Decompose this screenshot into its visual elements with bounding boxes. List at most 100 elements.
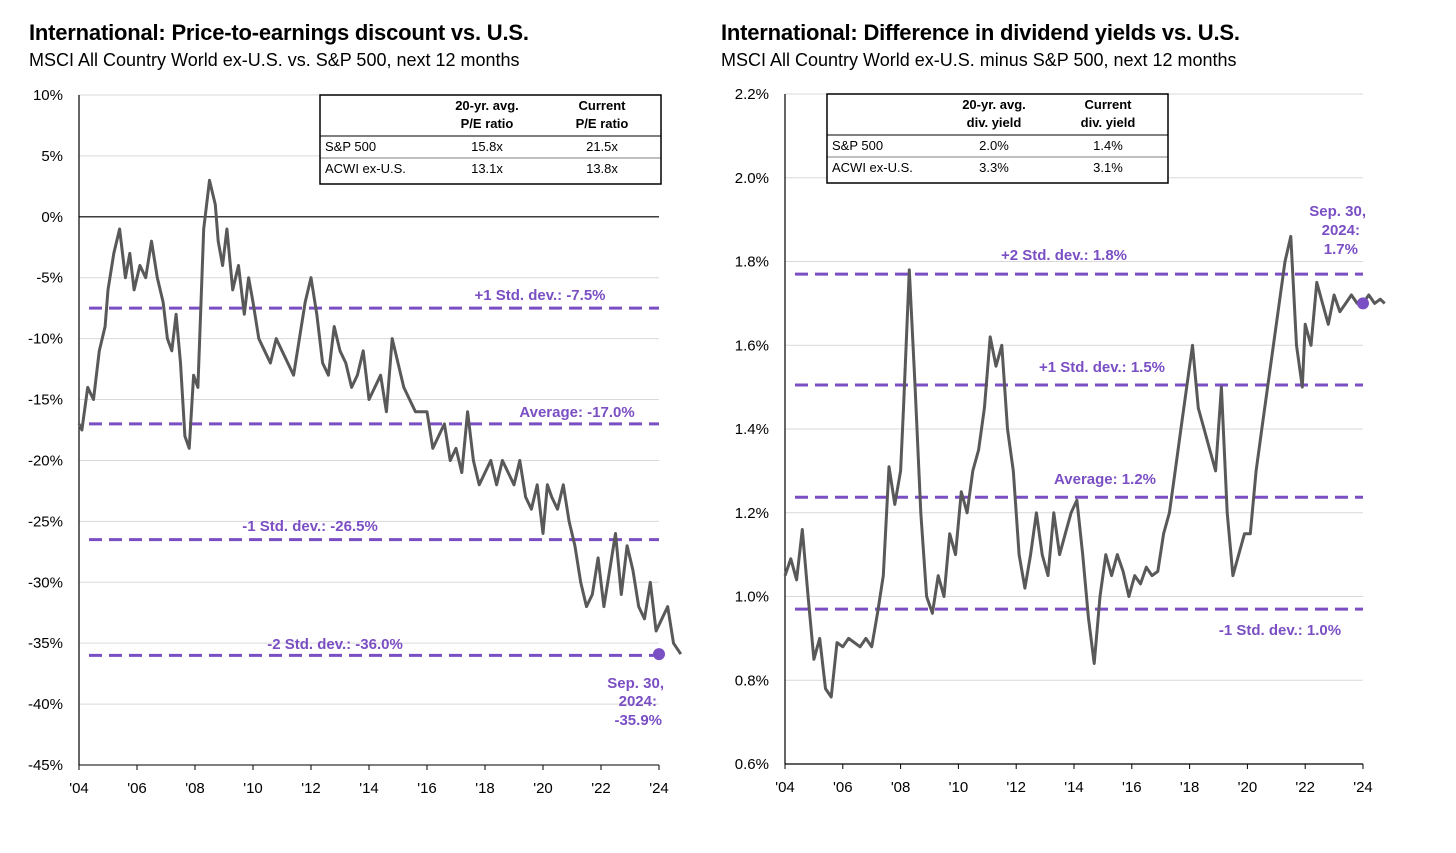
table-header-current-line1: Current <box>1085 97 1133 112</box>
dividend-yield-panel: International: Difference in dividend yi… <box>721 0 1456 853</box>
y-tick-label: 1.8% <box>735 254 769 271</box>
y-tick-label: -35% <box>28 635 63 652</box>
x-tick-label: '14 <box>1064 779 1084 796</box>
chart-subtitle: MSCI All Country World ex-U.S. vs. S&P 5… <box>29 50 520 70</box>
annotation-current-line2: 2024: <box>619 693 657 710</box>
series-line <box>783 234 1386 699</box>
y-tick-label: -45% <box>28 757 63 774</box>
table-row-current: 21.5x <box>586 139 618 154</box>
x-tick-label: '08 <box>185 780 205 797</box>
stats-table-border <box>826 93 1169 184</box>
x-tick-label: '16 <box>1122 779 1142 796</box>
annotation-current-line3: 1.7% <box>1324 241 1358 258</box>
annotation-minus1-std: -1 Std. dev.: -26.5% <box>242 518 378 535</box>
y-tick-label: 0.6% <box>735 756 769 773</box>
axes <box>784 94 1364 769</box>
y-tick-label: 2.0% <box>735 170 769 187</box>
table-header-current-line2: P/E ratio <box>576 116 629 131</box>
x-tick-label: '20 <box>1238 779 1258 796</box>
annotation-plus2-std: +2 Std. dev.: 1.8% <box>1001 247 1127 264</box>
x-tick-label: '12 <box>301 780 321 797</box>
annotations: +1 Std. dev.: -7.5% Average: -17.0% -1 S… <box>242 287 664 729</box>
series-line-path <box>77 178 683 655</box>
annotation-plus1-std: +1 Std. dev.: -7.5% <box>474 287 605 304</box>
y-tick-label: -20% <box>28 452 63 469</box>
x-tick-label: '24 <box>649 780 669 797</box>
table-row-label: S&P 500 <box>325 139 376 154</box>
x-tick-label: '10 <box>243 780 263 797</box>
table-row-avg: 15.8x <box>471 139 503 154</box>
y-tick-labels: 10% 5% 0% -5% -10% -15% -20% -25% -30% -35% -40% -4… <box>28 87 63 774</box>
annotation-current-line3: -35.9% <box>614 712 662 729</box>
x-tick-label: '10 <box>949 779 969 796</box>
x-tick-label: '04 <box>775 779 795 796</box>
x-tick-label: '22 <box>591 780 611 797</box>
y-tick-label: -40% <box>28 696 63 713</box>
y-tick-label: 0% <box>41 209 63 226</box>
y-tick-label: 2.2% <box>735 86 769 103</box>
x-tick-label: '14 <box>359 780 379 797</box>
axes <box>78 95 660 770</box>
table-row-avg: 3.3% <box>979 160 1009 175</box>
chart-title: International: Difference in dividend yi… <box>721 20 1240 45</box>
chart-title: International: Price-to-earnings discoun… <box>29 20 529 45</box>
y-tick-labels: 2.2% 2.0% 1.8% 1.6% 1.4% 1.2% 1.0% 0.8% 0.6% <box>735 86 769 773</box>
annotation-current-line1: Sep. 30, <box>1309 203 1366 220</box>
pe-discount-chart: 10% 5% 0% -5% -10% -15% -20% -25% -30% -35% -40% -4… <box>28 87 683 797</box>
x-tick-labels: '04 '06 '08 '10 '12 '14 '16 '18 '20 '22 '24 <box>69 780 669 797</box>
table-header-avg-line2: div. yield <box>967 115 1022 130</box>
y-tick-label: -10% <box>28 331 63 348</box>
stats-table: 20-yr. avg. div. yield Current div. yiel… <box>826 93 1169 184</box>
y-tick-label: 5% <box>41 148 63 165</box>
table-row-current: 13.8x <box>586 161 618 176</box>
table-header-current-line1: Current <box>579 98 627 113</box>
chart-subtitle: MSCI All Country World ex-U.S. minus S&P… <box>721 50 1237 70</box>
table-header-avg-line1: 20-yr. avg. <box>962 97 1026 112</box>
end-point-marker <box>653 648 665 661</box>
x-tick-label: '20 <box>533 780 553 797</box>
gridlines <box>79 94 659 766</box>
annotation-minus2-std: -2 Std. dev.: -36.0% <box>267 636 403 653</box>
x-tick-labels: '04 '06 '08 '10 '12 '14 '16 '18 '20 '22 '24 <box>775 779 1373 796</box>
table-row-label: S&P 500 <box>832 138 883 153</box>
y-tick-label: 1.0% <box>735 589 769 606</box>
table-row-current: 1.4% <box>1093 138 1123 153</box>
table-header-avg-line2: P/E ratio <box>461 116 514 131</box>
table-row-avg: 13.1x <box>471 161 503 176</box>
y-tick-label: 1.6% <box>735 337 769 354</box>
table-header-current-line2: div. yield <box>1081 115 1136 130</box>
table-row-label: ACWI ex-U.S. <box>325 161 406 176</box>
reference-lines <box>89 306 659 657</box>
y-tick-label: 1.4% <box>735 421 769 438</box>
end-point-marker <box>1357 297 1369 310</box>
annotation-current-line1: Sep. 30, <box>607 675 664 692</box>
x-tick-label: '12 <box>1006 779 1026 796</box>
table-row-current: 3.1% <box>1093 160 1123 175</box>
annotations: +2 Std. dev.: 1.8% +1 Std. dev.: 1.5% Av… <box>1001 203 1366 639</box>
series-line <box>77 178 683 661</box>
table-row-avg: 2.0% <box>979 138 1009 153</box>
x-tick-label: '06 <box>127 780 147 797</box>
table-row-label: ACWI ex-U.S. <box>832 160 913 175</box>
table-header-avg-line1: 20-yr. avg. <box>455 98 519 113</box>
y-tick-label: -15% <box>28 392 63 409</box>
annotation-average: Average: -17.0% <box>519 404 634 421</box>
x-tick-label: '24 <box>1353 779 1373 796</box>
y-tick-label: 1.2% <box>735 505 769 522</box>
y-tick-label: -30% <box>28 574 63 591</box>
x-tick-label: '06 <box>833 779 853 796</box>
x-tick-label: '18 <box>1180 779 1200 796</box>
annotation-minus1-std: -1 Std. dev.: 1.0% <box>1219 622 1341 639</box>
series-line-path <box>783 234 1386 699</box>
y-tick-label: -25% <box>28 513 63 530</box>
dividend-yield-chart: 2.2% 2.0% 1.8% 1.6% 1.4% 1.2% 1.0% 0.8% 0.6% '04… <box>735 86 1386 796</box>
pe-discount-panel: International: Price-to-earnings discoun… <box>28 20 683 797</box>
y-tick-label: -5% <box>36 270 63 287</box>
x-tick-label: '08 <box>891 779 911 796</box>
annotation-current-line2: 2024: <box>1322 222 1360 239</box>
x-tick-label: '22 <box>1295 779 1315 796</box>
stats-table-border <box>319 94 662 185</box>
reference-lines <box>795 272 1363 611</box>
y-tick-label: 0.8% <box>735 672 769 689</box>
x-tick-label: '16 <box>417 780 437 797</box>
